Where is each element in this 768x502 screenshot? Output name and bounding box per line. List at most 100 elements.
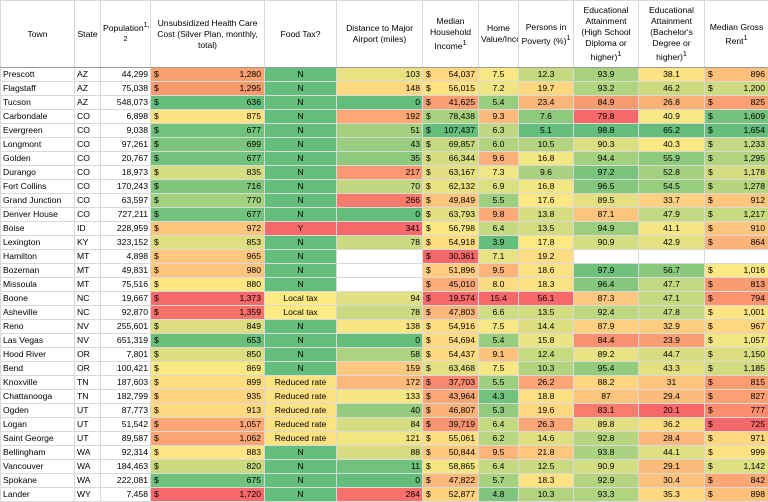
cell-edu-hs[interactable]: 93.2: [574, 82, 639, 96]
cell-town[interactable]: Spokane: [1, 474, 75, 488]
cell-poverty[interactable]: 17.8: [519, 236, 574, 250]
cell-home-value[interactable]: 7.1: [479, 250, 519, 264]
cell-airport-distance[interactable]: [337, 250, 423, 264]
cell-edu-ba[interactable]: 56.7: [639, 264, 705, 278]
cell-edu-hs[interactable]: 92.4: [574, 306, 639, 320]
cell-state[interactable]: WA: [75, 446, 101, 460]
cell-edu-ba[interactable]: 40.3: [639, 138, 705, 152]
cell-edu-hs[interactable]: 92.8: [574, 432, 639, 446]
cell-edu-hs[interactable]: 94.9: [574, 222, 639, 236]
cell-rent[interactable]: $864: [705, 236, 768, 250]
header-state[interactable]: State: [75, 1, 101, 68]
cell-food-tax[interactable]: N: [265, 348, 337, 362]
cell-population[interactable]: 18,973: [101, 166, 151, 180]
cell-edu-ba[interactable]: [639, 250, 705, 264]
cell-population[interactable]: 651,319: [101, 334, 151, 348]
cell-edu-hs[interactable]: 87.1: [574, 208, 639, 222]
cell-food-tax[interactable]: Local tax: [265, 306, 337, 320]
cell-home-value[interactable]: 6.4: [479, 460, 519, 474]
cell-population[interactable]: 92,870: [101, 306, 151, 320]
cell-population[interactable]: 182,799: [101, 390, 151, 404]
cell-edu-ba[interactable]: 28.4: [639, 432, 705, 446]
header-edu-ba[interactable]: Educational Attainment (Bachelor's Degre…: [639, 1, 705, 68]
cell-poverty[interactable]: 7.6: [519, 110, 574, 124]
cell-health-cost[interactable]: $1,359: [151, 306, 265, 320]
cell-state[interactable]: CO: [75, 124, 101, 138]
cell-median-income[interactable]: $49,849: [423, 194, 479, 208]
cell-poverty[interactable]: 19.6: [519, 404, 574, 418]
cell-median-income[interactable]: $56,015: [423, 82, 479, 96]
cell-home-value[interactable]: 8.0: [479, 278, 519, 292]
cell-rent[interactable]: $777: [705, 404, 768, 418]
cell-town[interactable]: Vancouver: [1, 460, 75, 474]
cell-rent[interactable]: $794: [705, 292, 768, 306]
cell-edu-ba[interactable]: 41.1: [639, 222, 705, 236]
cell-edu-hs[interactable]: 87.9: [574, 320, 639, 334]
cell-food-tax[interactable]: Reduced rate: [265, 404, 337, 418]
cell-population[interactable]: 6,898: [101, 110, 151, 124]
cell-airport-distance[interactable]: 70: [337, 180, 423, 194]
cell-health-cost[interactable]: $1,720: [151, 488, 265, 502]
header-food-tax[interactable]: Food Tax?: [265, 1, 337, 68]
cell-health-cost[interactable]: $1,057: [151, 418, 265, 432]
cell-food-tax[interactable]: N: [265, 194, 337, 208]
cell-state[interactable]: TN: [75, 376, 101, 390]
cell-food-tax[interactable]: N: [265, 110, 337, 124]
cell-home-value[interactable]: 7.5: [479, 362, 519, 376]
cell-edu-ba[interactable]: 47.1: [639, 292, 705, 306]
cell-health-cost[interactable]: $899: [151, 376, 265, 390]
cell-home-value[interactable]: 6.4: [479, 222, 519, 236]
cell-rent[interactable]: $1,217: [705, 208, 768, 222]
cell-edu-hs[interactable]: 97.9: [574, 264, 639, 278]
cell-edu-ba[interactable]: 26.8: [639, 96, 705, 110]
cell-edu-hs[interactable]: 84.9: [574, 96, 639, 110]
cell-median-income[interactable]: $46,807: [423, 404, 479, 418]
cell-poverty[interactable]: 14.4: [519, 320, 574, 334]
cell-edu-ba[interactable]: 47.7: [639, 278, 705, 292]
cell-health-cost[interactable]: $883: [151, 446, 265, 460]
cell-poverty[interactable]: 26.3: [519, 418, 574, 432]
header-town[interactable]: Town: [1, 1, 75, 68]
cell-median-income[interactable]: $58,865: [423, 460, 479, 474]
cell-food-tax[interactable]: N: [265, 68, 337, 82]
cell-rent[interactable]: $1,150: [705, 348, 768, 362]
cell-health-cost[interactable]: $677: [151, 208, 265, 222]
cell-airport-distance[interactable]: 0: [337, 474, 423, 488]
cell-state[interactable]: CO: [75, 152, 101, 166]
cell-rent[interactable]: $1,001: [705, 306, 768, 320]
cell-town[interactable]: Fort Collins: [1, 180, 75, 194]
cell-edu-hs[interactable]: 89.8: [574, 418, 639, 432]
cell-airport-distance[interactable]: [337, 264, 423, 278]
cell-state[interactable]: CO: [75, 208, 101, 222]
cell-health-cost[interactable]: $636: [151, 96, 265, 110]
cell-health-cost[interactable]: $935: [151, 390, 265, 404]
cell-population[interactable]: 548,073: [101, 96, 151, 110]
cell-population[interactable]: 49,831: [101, 264, 151, 278]
cell-airport-distance[interactable]: 341: [337, 222, 423, 236]
cell-food-tax[interactable]: N: [265, 264, 337, 278]
cell-poverty[interactable]: 10.3: [519, 362, 574, 376]
cell-edu-hs[interactable]: 97.2: [574, 166, 639, 180]
cell-town[interactable]: Hood River: [1, 348, 75, 362]
cell-home-value[interactable]: 5.3: [479, 404, 519, 418]
cell-home-value[interactable]: 9.5: [479, 264, 519, 278]
cell-home-value[interactable]: 6.4: [479, 418, 519, 432]
cell-rent[interactable]: $1,609: [705, 110, 768, 124]
cell-population[interactable]: 228,959: [101, 222, 151, 236]
cell-edu-hs[interactable]: 90.9: [574, 236, 639, 250]
cell-median-income[interactable]: $54,437: [423, 348, 479, 362]
cell-health-cost[interactable]: $820: [151, 460, 265, 474]
cell-median-income[interactable]: $78,438: [423, 110, 479, 124]
cell-poverty[interactable]: 23.4: [519, 96, 574, 110]
cell-population[interactable]: 222,081: [101, 474, 151, 488]
cell-food-tax[interactable]: N: [265, 208, 337, 222]
cell-population[interactable]: 87,773: [101, 404, 151, 418]
cell-state[interactable]: KY: [75, 236, 101, 250]
cell-edu-hs[interactable]: 96.4: [574, 278, 639, 292]
cell-state[interactable]: WY: [75, 488, 101, 502]
cell-edu-ba[interactable]: 42.9: [639, 236, 705, 250]
cell-rent[interactable]: $725: [705, 418, 768, 432]
cell-edu-ba[interactable]: 54.5: [639, 180, 705, 194]
cell-home-value[interactable]: 9.6: [479, 152, 519, 166]
cell-health-cost[interactable]: $913: [151, 404, 265, 418]
